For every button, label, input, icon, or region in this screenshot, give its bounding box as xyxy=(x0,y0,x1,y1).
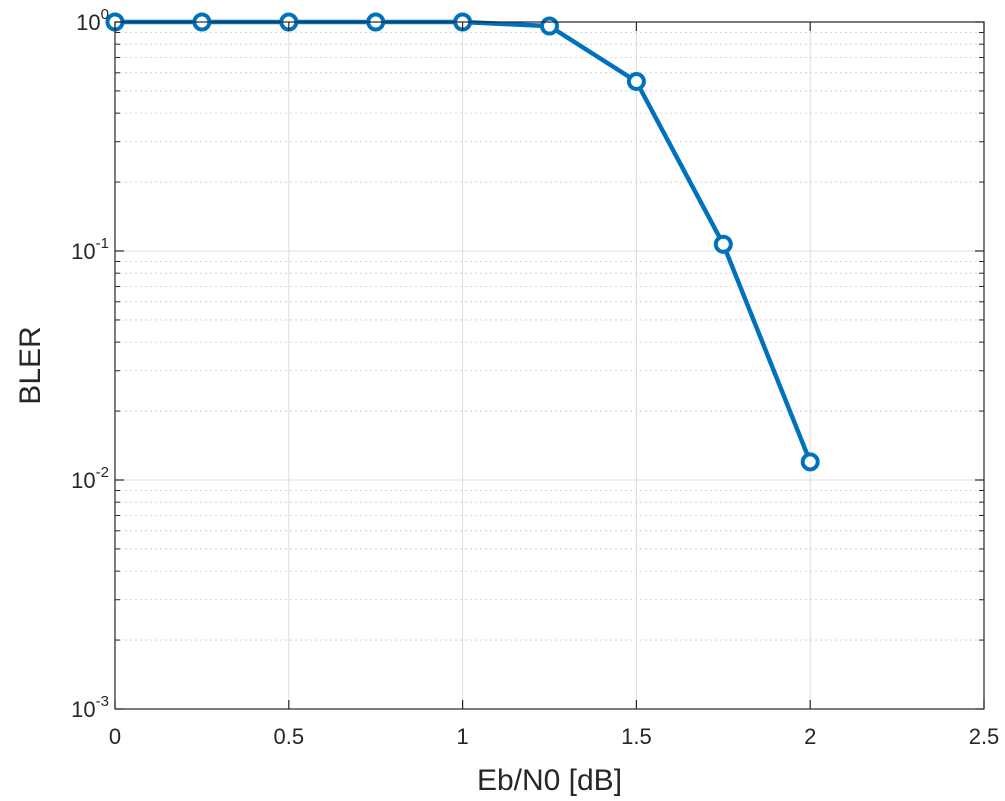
ticks xyxy=(114,21,985,710)
x-tick-label: 0.5 xyxy=(274,724,305,749)
y-tick-label: 10-3 xyxy=(71,693,109,722)
x-tick-label: 2.5 xyxy=(969,724,1000,749)
x-tick-label: 1 xyxy=(456,724,468,749)
y-tick-label: 10-1 xyxy=(71,235,109,264)
data-point xyxy=(713,234,733,254)
x-tick-labels: 0 0.5 1 1.5 2 2.5 xyxy=(109,724,999,749)
plot-frame xyxy=(114,21,985,710)
x-tick-label: 1.5 xyxy=(621,724,652,749)
x-axis-title: Eb/N0 [dB] xyxy=(477,764,622,797)
x-tick-label: 0 xyxy=(109,724,121,749)
data-point xyxy=(540,16,559,36)
data-point xyxy=(626,71,646,91)
plot-background xyxy=(115,22,984,709)
y-tick-label: 100 xyxy=(76,6,109,35)
x-tick-label: 2 xyxy=(804,724,816,749)
y-axis-title: BLER xyxy=(14,326,47,404)
y-tick-labels: 10-3 10-2 10-1 100 xyxy=(71,6,109,722)
y-tick-label: 10-2 xyxy=(71,464,109,493)
data-point xyxy=(800,452,820,472)
